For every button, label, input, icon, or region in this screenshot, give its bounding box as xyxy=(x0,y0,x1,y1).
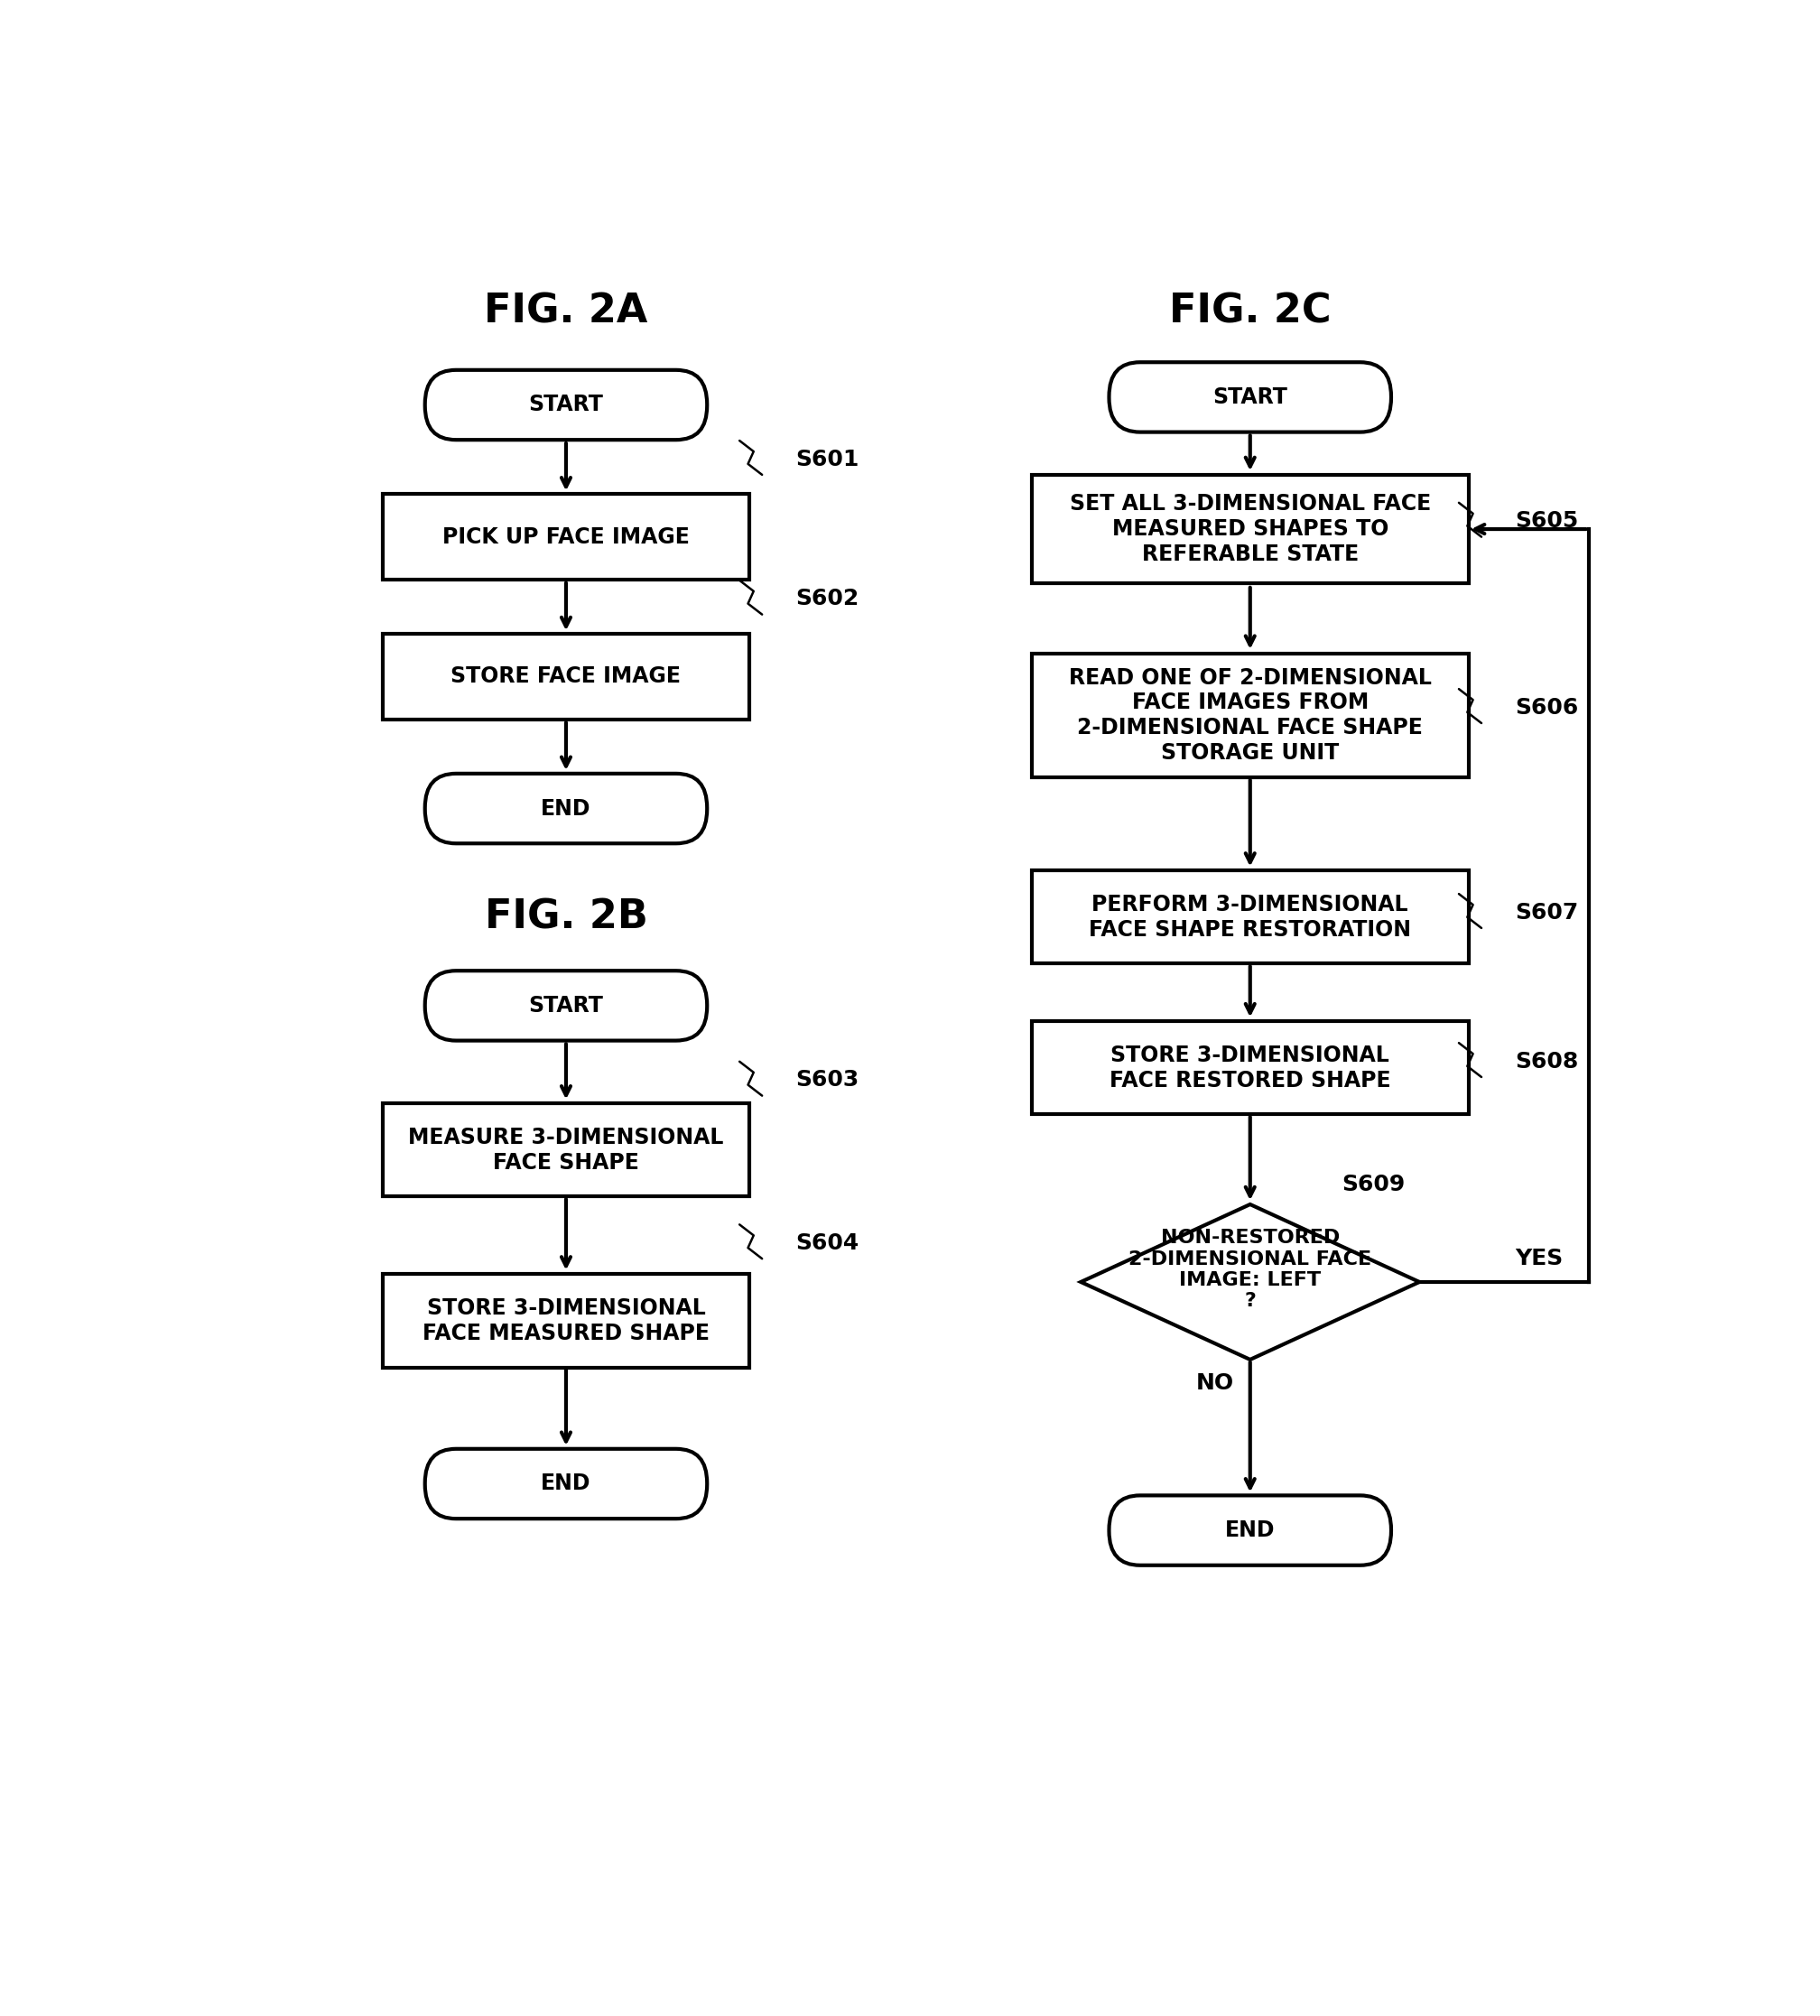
Text: MEASURE 3-DIMENSIONAL
FACE SHAPE: MEASURE 3-DIMENSIONAL FACE SHAPE xyxy=(408,1127,724,1173)
Text: FIG. 2C: FIG. 2C xyxy=(1168,292,1330,331)
Text: S605: S605 xyxy=(1516,510,1578,532)
Bar xyxy=(382,1103,750,1198)
Text: STORE 3-DIMENSIONAL
FACE MEASURED SHAPE: STORE 3-DIMENSIONAL FACE MEASURED SHAPE xyxy=(422,1298,710,1345)
Text: END: END xyxy=(541,798,592,818)
Text: FIG. 2B: FIG. 2B xyxy=(484,897,648,937)
Text: START: START xyxy=(528,393,604,415)
Bar xyxy=(382,633,750,720)
Text: READ ONE OF 2-DIMENSIONAL
FACE IMAGES FROM
2-DIMENSIONAL FACE SHAPE
STORAGE UNIT: READ ONE OF 2-DIMENSIONAL FACE IMAGES FR… xyxy=(1068,667,1432,764)
Text: S607: S607 xyxy=(1516,901,1578,923)
Text: END: END xyxy=(1225,1520,1276,1540)
Text: PICK UP FACE IMAGE: PICK UP FACE IMAGE xyxy=(442,526,690,548)
FancyBboxPatch shape xyxy=(424,371,706,439)
FancyBboxPatch shape xyxy=(424,972,706,1040)
Text: STORE FACE IMAGE: STORE FACE IMAGE xyxy=(451,665,681,687)
Bar xyxy=(1032,1022,1469,1115)
Text: NON-RESTORED
2-DIMENSIONAL FACE
IMAGE: LEFT
?: NON-RESTORED 2-DIMENSIONAL FACE IMAGE: L… xyxy=(1128,1230,1372,1310)
Bar xyxy=(1032,871,1469,964)
Text: FIG. 2A: FIG. 2A xyxy=(484,292,648,331)
Bar xyxy=(382,494,750,579)
Bar xyxy=(1032,653,1469,778)
Polygon shape xyxy=(1081,1204,1420,1359)
Text: SET ALL 3-DIMENSIONAL FACE
MEASURED SHAPES TO
REFERABLE STATE: SET ALL 3-DIMENSIONAL FACE MEASURED SHAP… xyxy=(1070,494,1431,564)
Text: PERFORM 3-DIMENSIONAL
FACE SHAPE RESTORATION: PERFORM 3-DIMENSIONAL FACE SHAPE RESTORA… xyxy=(1088,893,1410,941)
Text: S604: S604 xyxy=(795,1232,859,1254)
FancyBboxPatch shape xyxy=(1108,363,1390,431)
Bar xyxy=(382,1274,750,1367)
Text: START: START xyxy=(1212,387,1287,407)
FancyBboxPatch shape xyxy=(424,774,706,843)
Bar xyxy=(1032,476,1469,583)
Text: S606: S606 xyxy=(1516,698,1578,718)
Text: YES: YES xyxy=(1516,1248,1563,1270)
Text: NO: NO xyxy=(1196,1373,1234,1393)
Text: S609: S609 xyxy=(1341,1173,1405,1195)
FancyBboxPatch shape xyxy=(424,1450,706,1518)
Text: S601: S601 xyxy=(795,448,859,470)
Text: S603: S603 xyxy=(795,1068,859,1091)
Text: STORE 3-DIMENSIONAL
FACE RESTORED SHAPE: STORE 3-DIMENSIONAL FACE RESTORED SHAPE xyxy=(1110,1044,1390,1091)
Text: S602: S602 xyxy=(795,589,859,609)
Text: END: END xyxy=(541,1474,592,1494)
Text: S608: S608 xyxy=(1516,1050,1578,1073)
FancyBboxPatch shape xyxy=(1108,1496,1390,1564)
Text: START: START xyxy=(528,994,604,1016)
